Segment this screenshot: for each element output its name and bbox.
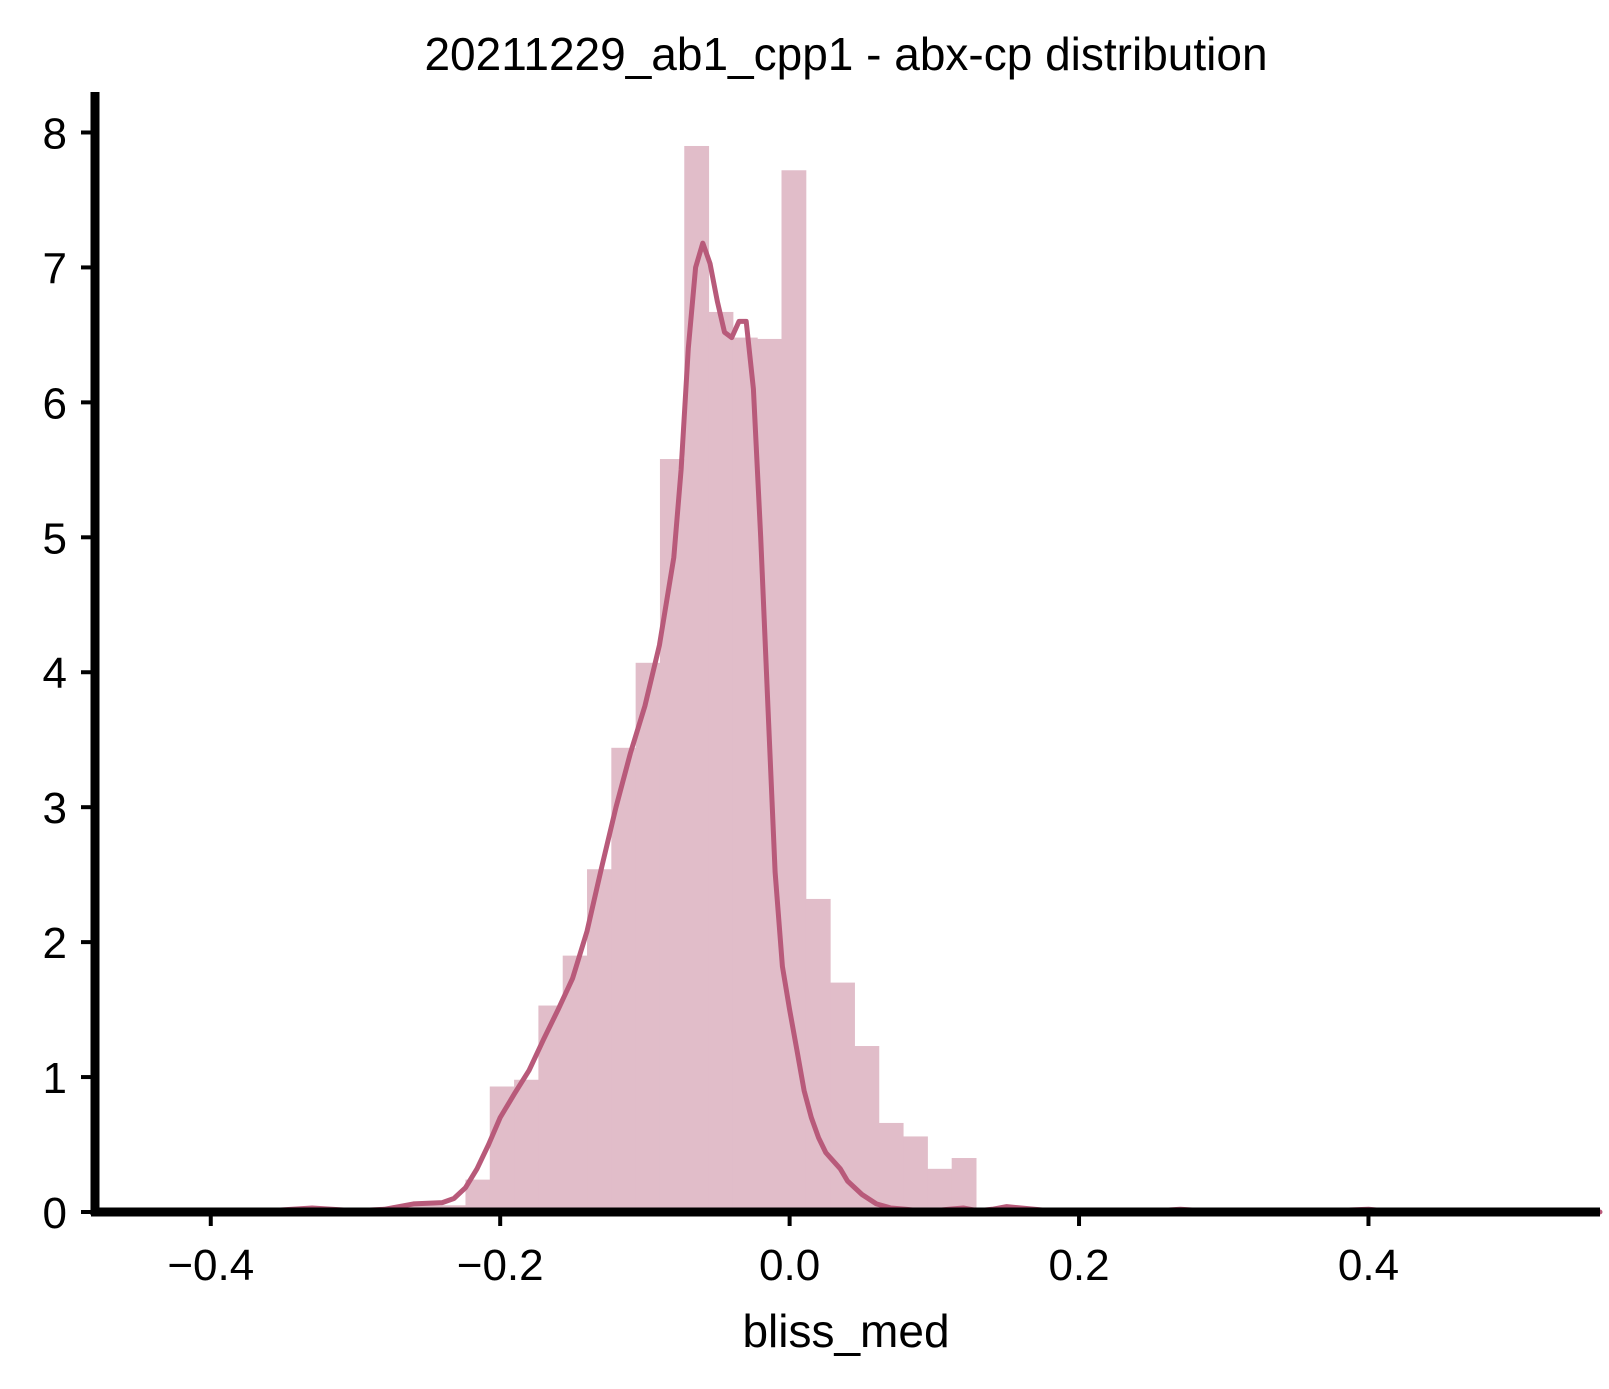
y-axis-ticks: 0 1 2 3 4 5 6 7 8 <box>43 109 95 1238</box>
histogram-bar <box>659 459 685 1212</box>
histogram-bar <box>489 1086 515 1212</box>
y-tick-label: 5 <box>43 514 67 563</box>
y-tick-label: 6 <box>43 379 67 428</box>
histogram-bar <box>781 170 807 1213</box>
y-tick-label: 0 <box>43 1189 67 1238</box>
x-axis-ticks: −0.4 −0.2 0.0 0.2 0.4 <box>167 1212 1399 1290</box>
x-tick-label: 0.0 <box>759 1241 820 1290</box>
histogram-bar <box>684 145 710 1212</box>
histogram-bar <box>635 662 661 1212</box>
x-tick-label: 0.2 <box>1048 1241 1109 1290</box>
histogram-bar <box>903 1136 928 1212</box>
x-tick-label: −0.4 <box>167 1241 254 1290</box>
y-tick-label: 3 <box>43 784 67 833</box>
x-tick-label: −0.2 <box>457 1241 544 1290</box>
histogram-bar <box>708 311 734 1213</box>
histogram-bar <box>951 1158 977 1212</box>
histogram-bar <box>830 982 855 1212</box>
histogram-bars <box>392 145 977 1213</box>
x-tick-label: 0.4 <box>1338 1241 1399 1290</box>
histogram-bar <box>878 1122 904 1212</box>
y-tick-label: 2 <box>43 919 67 968</box>
chart-title: 20211229_ab1_cpp1 - abx-cp distribution <box>424 28 1267 80</box>
histogram-bar <box>562 955 588 1212</box>
histogram-bar <box>538 1005 564 1212</box>
histogram-bar <box>611 747 637 1212</box>
histogram-bar <box>854 1046 880 1212</box>
y-tick-label: 8 <box>43 109 67 158</box>
y-tick-label: 4 <box>43 649 67 698</box>
histogram-bar <box>927 1168 953 1212</box>
histogram-bar <box>732 337 758 1213</box>
x-axis-label: bliss_med <box>742 1305 949 1357</box>
histogram-bar <box>805 898 831 1212</box>
y-tick-label: 1 <box>43 1054 67 1103</box>
kde-curve <box>92 240 1603 1215</box>
y-tick-label: 7 <box>43 244 67 293</box>
histogram-bar <box>514 1079 539 1212</box>
histogram-bar <box>587 869 612 1212</box>
